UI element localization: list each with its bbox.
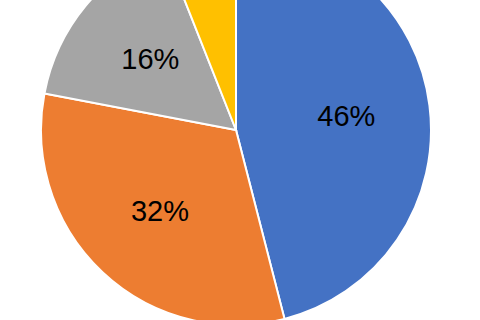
pie-slice	[41, 93, 284, 320]
pie-chart: 46% 32% 16%	[0, 0, 480, 320]
data-label: 16%	[121, 43, 179, 75]
chart-container: 46% 32% 16%	[0, 0, 480, 320]
data-label: 46%	[317, 100, 375, 132]
data-labels: 46% 32% 16%	[121, 43, 375, 227]
data-label: 32%	[131, 195, 189, 227]
slices	[41, 0, 431, 320]
